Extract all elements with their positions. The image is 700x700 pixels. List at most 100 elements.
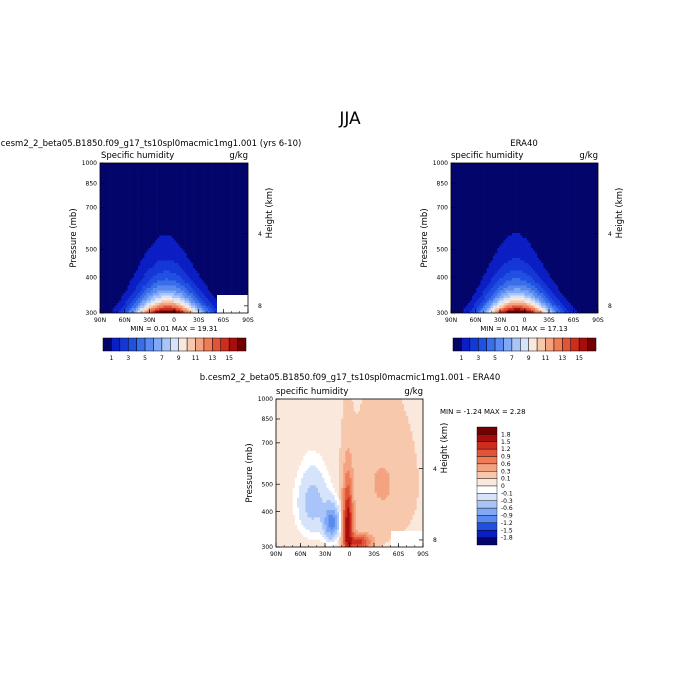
contour-cell bbox=[207, 163, 211, 166]
contour-cell bbox=[472, 175, 475, 179]
contour-cell bbox=[133, 280, 137, 284]
contour-cell bbox=[157, 248, 160, 251]
y-tick-label: 500 bbox=[86, 247, 98, 254]
contour-cell bbox=[197, 243, 200, 246]
contour-cell bbox=[154, 188, 158, 191]
contour-cell bbox=[188, 285, 192, 289]
contour-cell bbox=[231, 265, 234, 269]
contour-cell bbox=[138, 285, 141, 289]
contour-cell bbox=[188, 170, 192, 174]
contour-cell bbox=[547, 183, 551, 186]
contour-cell bbox=[148, 238, 152, 241]
contour-cell bbox=[161, 248, 164, 251]
colorbar-label: 13 bbox=[209, 355, 217, 362]
contour-cell bbox=[127, 285, 130, 289]
contour-cell bbox=[112, 235, 116, 239]
contour-cell bbox=[216, 180, 219, 184]
contour-cell bbox=[235, 193, 238, 196]
contour-cell bbox=[169, 175, 173, 179]
contour-cell bbox=[228, 290, 232, 294]
contour-cell bbox=[188, 220, 192, 224]
contour-cell bbox=[152, 193, 156, 196]
contour-cell bbox=[102, 203, 105, 206]
contour-cell bbox=[186, 173, 190, 176]
contour-cell bbox=[226, 175, 230, 179]
contour-cell bbox=[148, 233, 152, 236]
contour-cell bbox=[167, 265, 171, 269]
contour-cell bbox=[209, 308, 213, 311]
contour-cell bbox=[123, 295, 126, 299]
contour-cell bbox=[562, 185, 565, 189]
contour-cell bbox=[539, 175, 542, 179]
contour-cell bbox=[224, 225, 228, 229]
contour-cell bbox=[119, 223, 122, 226]
contour-cell bbox=[167, 170, 171, 174]
contour-cell bbox=[119, 168, 122, 171]
contour-cell bbox=[524, 183, 527, 186]
contour-cell bbox=[116, 260, 120, 264]
contour-cell bbox=[106, 258, 109, 261]
contour-cell bbox=[100, 288, 103, 291]
contour-cell bbox=[104, 233, 107, 236]
contour-cell bbox=[237, 273, 240, 276]
contour-cell bbox=[235, 215, 238, 219]
contour-cell bbox=[165, 245, 168, 249]
contour-cell bbox=[116, 178, 120, 181]
contour-cell bbox=[222, 215, 226, 219]
contour-cell bbox=[142, 163, 145, 166]
contour-cell bbox=[207, 175, 211, 179]
contour-cell bbox=[102, 185, 105, 189]
contour-cell bbox=[212, 293, 215, 296]
contour-cell bbox=[235, 248, 238, 251]
contour-cell bbox=[199, 235, 202, 239]
contour-cell bbox=[193, 210, 196, 214]
contour-cell bbox=[121, 215, 124, 219]
colorbar-label: 5 bbox=[143, 355, 147, 362]
contour-cell bbox=[212, 310, 215, 313]
contour-cell bbox=[140, 265, 143, 269]
contour-cell bbox=[108, 243, 111, 246]
contour-cell bbox=[146, 268, 149, 271]
contour-cell bbox=[129, 293, 133, 296]
contour-cell bbox=[451, 185, 454, 189]
contour-cell bbox=[188, 293, 192, 296]
contour-cell bbox=[193, 238, 196, 241]
contour-cell bbox=[553, 173, 557, 176]
contour-cell bbox=[220, 175, 223, 179]
contour-cell bbox=[545, 175, 548, 179]
contour-cell bbox=[577, 165, 580, 169]
contour-cell bbox=[566, 180, 569, 184]
contour-cell bbox=[112, 168, 116, 171]
contour-cell bbox=[125, 180, 128, 184]
contour-cell bbox=[163, 285, 166, 289]
contour-cell bbox=[167, 178, 171, 181]
contour-cell bbox=[218, 183, 221, 186]
contour-cell bbox=[159, 223, 162, 226]
contour-cell bbox=[195, 185, 198, 189]
contour-cell bbox=[207, 213, 211, 216]
contour-cell bbox=[129, 220, 133, 224]
contour-cell bbox=[110, 260, 114, 264]
contour-cell bbox=[178, 208, 181, 211]
contour-cell bbox=[169, 228, 173, 231]
contour-cell bbox=[486, 185, 490, 189]
contour-cell bbox=[220, 273, 223, 276]
contour-cell bbox=[106, 178, 109, 181]
contour-cell bbox=[463, 178, 467, 181]
contour-cell bbox=[131, 230, 135, 234]
contour-cell bbox=[129, 185, 133, 189]
contour-cell bbox=[214, 223, 217, 226]
contour-cell bbox=[150, 183, 154, 186]
x-tick-label: 60N bbox=[119, 317, 131, 324]
contour-cell bbox=[201, 228, 204, 231]
contour-cell bbox=[140, 218, 143, 221]
contour-cell bbox=[176, 200, 179, 204]
contour-cell bbox=[116, 243, 120, 246]
contour-cell bbox=[123, 203, 126, 206]
contour-cell bbox=[501, 165, 504, 169]
contour-cell bbox=[121, 213, 124, 216]
contour-cell bbox=[218, 190, 221, 194]
contour-cell bbox=[114, 293, 118, 296]
contour-cell bbox=[459, 170, 462, 174]
contour-cell bbox=[188, 168, 192, 171]
